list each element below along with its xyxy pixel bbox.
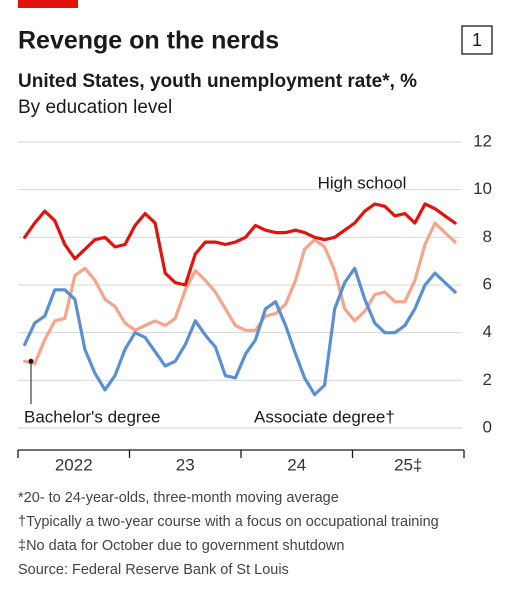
y-tick-label: 10 <box>473 179 492 198</box>
chart-title: Revenge on the nerds <box>18 27 279 55</box>
footnote: ‡No data for October due to government s… <box>18 538 344 554</box>
y-tick-label: 12 <box>473 131 492 150</box>
y-tick-label: 6 <box>483 274 492 293</box>
footnote: *20- to 24-year-olds, three-month moving… <box>18 490 339 506</box>
series-label: High school <box>318 173 407 192</box>
line-series <box>23 266 457 397</box>
brand-bar <box>18 0 78 8</box>
x-tick-label: 2022 <box>55 455 93 474</box>
series-label: Associate degree† <box>254 407 395 426</box>
line-series <box>23 202 457 287</box>
footnote: Source: Federal Reserve Bank of St Louis <box>18 562 289 578</box>
line-series <box>23 221 457 366</box>
leader-dot <box>28 358 34 364</box>
subtitle-2: By education level <box>18 97 172 118</box>
footnote: †Typically a two-year course with a focu… <box>18 514 439 530</box>
x-tick-label: 23 <box>176 455 195 474</box>
chart-number: 1 <box>472 30 482 50</box>
chart-number-box <box>461 25 493 55</box>
x-tick-label: 24 <box>287 455 306 474</box>
y-tick-label: 0 <box>483 417 492 436</box>
series-label: Bachelor's degree <box>24 407 161 426</box>
y-tick-label: 8 <box>483 227 492 246</box>
y-tick-label: 4 <box>483 322 492 341</box>
y-tick-label: 2 <box>483 370 492 389</box>
subtitle: United States, youth unemployment rate*,… <box>18 71 417 92</box>
x-tick-label: 25‡ <box>394 455 422 474</box>
